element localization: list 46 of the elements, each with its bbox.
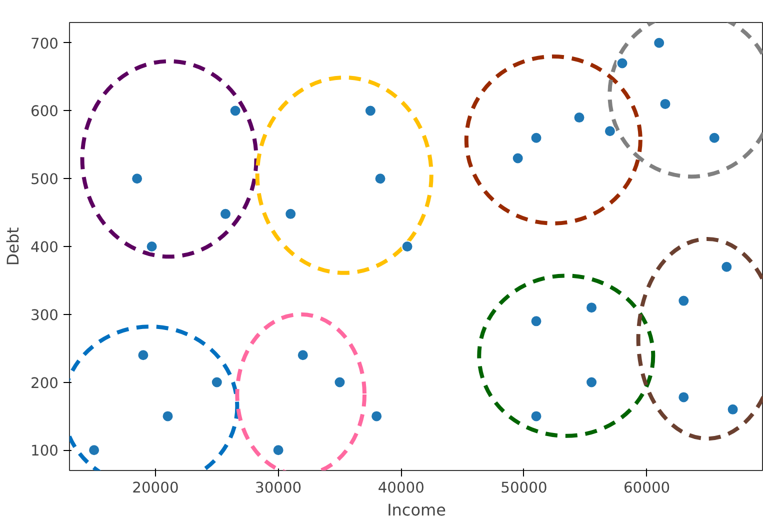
point bbox=[726, 403, 739, 416]
x-tick-label: 30000 bbox=[255, 480, 302, 496]
point bbox=[284, 208, 297, 220]
point bbox=[586, 302, 598, 314]
y-axis-title: Debt bbox=[4, 227, 23, 266]
point bbox=[374, 172, 386, 185]
point bbox=[272, 444, 284, 456]
point bbox=[678, 391, 690, 404]
point bbox=[604, 125, 616, 138]
x-tick-label: 40000 bbox=[378, 480, 424, 496]
x-tick-label: 20000 bbox=[132, 480, 179, 496]
point bbox=[530, 132, 542, 144]
y-tick-label: 700 bbox=[30, 35, 59, 52]
point bbox=[573, 112, 586, 124]
point bbox=[659, 98, 672, 110]
point bbox=[296, 349, 309, 362]
x-tick-label: 60000 bbox=[624, 480, 670, 496]
point bbox=[653, 36, 666, 49]
point bbox=[137, 349, 150, 362]
y-tick-label: 200 bbox=[30, 374, 59, 392]
y-tick-label: 500 bbox=[30, 171, 59, 188]
point bbox=[616, 57, 628, 70]
point bbox=[131, 172, 144, 185]
point bbox=[210, 376, 223, 388]
y-tick-label: 100 bbox=[30, 442, 59, 460]
point bbox=[219, 208, 232, 220]
point bbox=[530, 410, 542, 422]
point bbox=[708, 132, 720, 144]
point bbox=[530, 315, 542, 328]
point bbox=[229, 104, 242, 117]
y-tick-label: 300 bbox=[30, 306, 59, 324]
point bbox=[88, 444, 100, 456]
point bbox=[720, 260, 733, 273]
x-tick-label: 50000 bbox=[500, 480, 548, 496]
point bbox=[586, 376, 598, 388]
y-tick-label: 400 bbox=[30, 239, 59, 256]
point bbox=[334, 376, 346, 388]
point bbox=[162, 410, 174, 422]
point bbox=[370, 410, 383, 422]
point bbox=[512, 152, 524, 164]
point bbox=[364, 104, 376, 117]
point bbox=[678, 294, 690, 307]
point bbox=[401, 240, 414, 252]
point bbox=[146, 240, 158, 252]
y-tick-label: 600 bbox=[30, 103, 59, 120]
x-axis-title: Income bbox=[387, 500, 446, 520]
